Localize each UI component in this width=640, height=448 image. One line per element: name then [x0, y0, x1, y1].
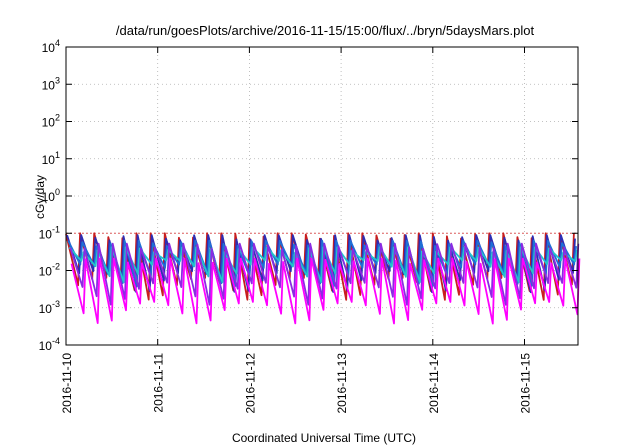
- y-tick-label: 103: [42, 75, 60, 92]
- y-axis-label: cGy/day: [33, 175, 47, 219]
- series-line: [66, 234, 576, 294]
- x-tick-label: 2016-11-10: [60, 353, 74, 414]
- x-tick-label: 2016-11-12: [243, 353, 257, 414]
- y-ticks: 10-4 10-3 10-2 10-1 100 101 102 103 104: [39, 38, 578, 353]
- x-axis-label: Coordinated Universal Time (UTC): [232, 431, 416, 445]
- y-tick-label: 10-3: [39, 299, 60, 316]
- x-tick-label: 2016-11-13: [335, 353, 349, 414]
- y-tick-label: 104: [42, 38, 60, 55]
- series-line: [67, 239, 577, 287]
- y-tick-label: 100: [42, 187, 60, 204]
- y-tick-label: 10-2: [39, 262, 60, 279]
- x-tick-label: 2016-11-15: [519, 353, 533, 414]
- x-ticks: 2016-11-10 2016-11-11 2016-11-12 2016-11-13…: [60, 47, 533, 414]
- y-tick-label: 10-4: [39, 336, 60, 353]
- series-lines: [65, 232, 581, 325]
- x-tick-label: 2016-11-11: [152, 353, 166, 413]
- x-tick-label: 2016-11-14: [427, 353, 441, 414]
- chart-title: /data/run/goesPlots/archive/2016-11-15/1…: [116, 23, 535, 38]
- y-tick-label: 102: [42, 113, 60, 130]
- series-line: [70, 257, 581, 325]
- y-tick-label: 101: [42, 150, 60, 167]
- y-tick-label: 10-1: [39, 224, 60, 241]
- series-line: [69, 242, 580, 306]
- series-line: [65, 232, 575, 301]
